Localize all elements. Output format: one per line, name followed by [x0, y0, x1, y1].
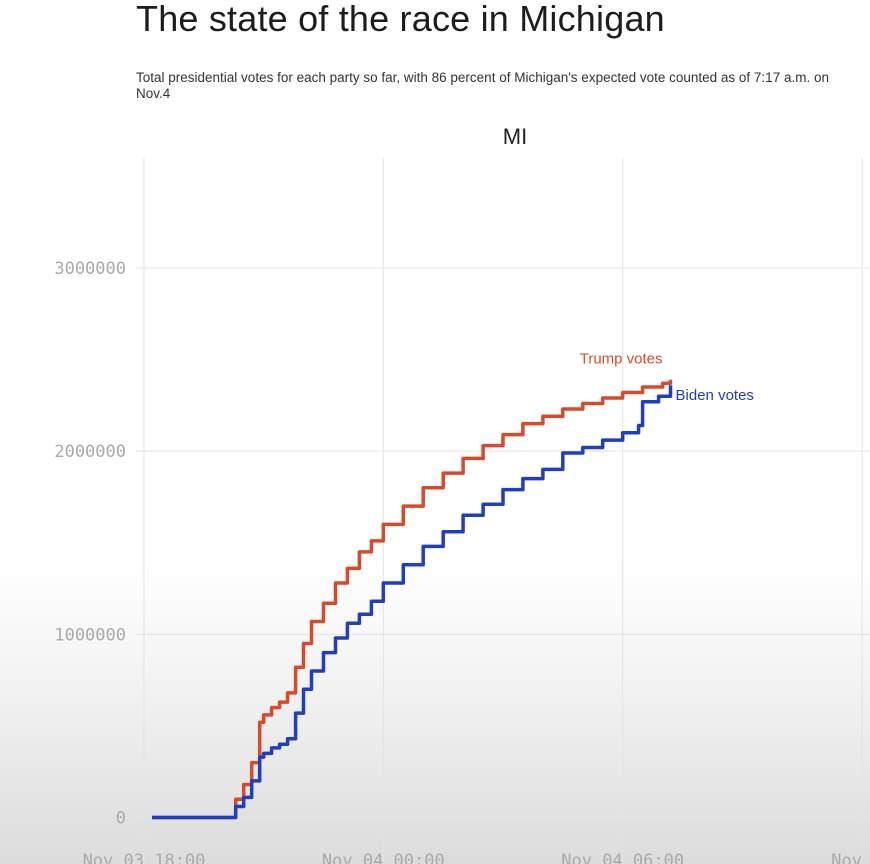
x-tick-label: Nov 04 06:00 [561, 851, 684, 864]
biden-votes-line [152, 385, 673, 820]
biden-votes-label: Biden votes [676, 387, 754, 404]
trump-votes-line [152, 379, 673, 820]
chart-title: The state of the race in Michigan [136, 0, 665, 39]
x-tick-label: Nov 04 00:00 [322, 851, 445, 864]
y-tick-label: 3000000 [54, 259, 126, 279]
trump-votes-label: Trump votes [580, 351, 663, 368]
y-tick-label: 2000000 [54, 442, 126, 462]
panel-label: MI [502, 124, 528, 149]
x-tick-label: Nov 04 [831, 851, 870, 864]
chart-subtitle: Total presidential votes for each party … [136, 70, 829, 101]
y-tick-label: 1000000 [54, 625, 126, 645]
x-tick-label: Nov 03 18:00 [83, 851, 206, 864]
y-tick-label: 0 [116, 809, 126, 829]
